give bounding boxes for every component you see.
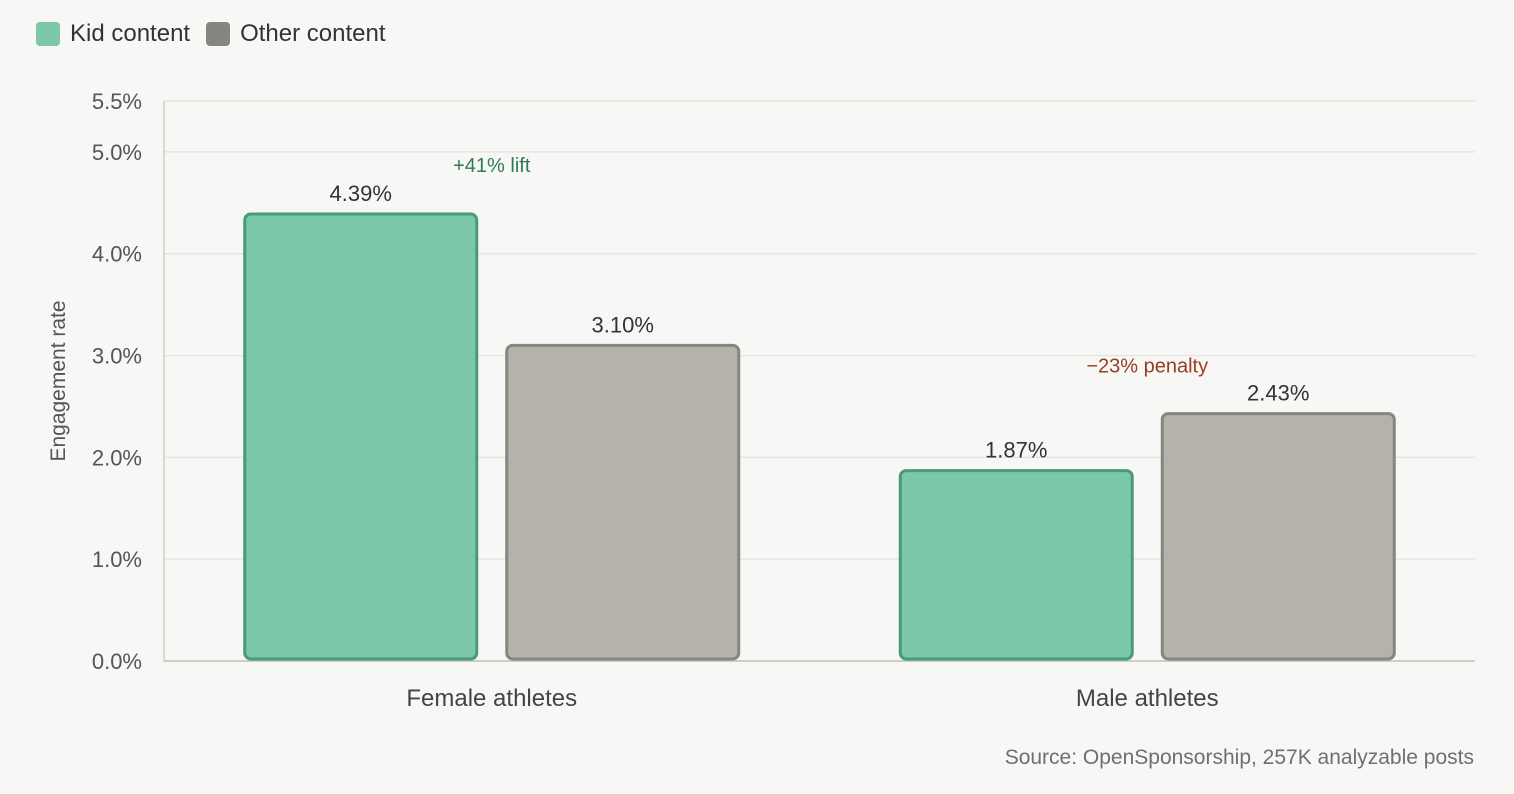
bar-kid-content (243, 212, 479, 661)
source-note: Source: OpenSponsorship, 257K analyzable… (1004, 746, 1474, 769)
y-tick-label: 5.5% (92, 89, 142, 114)
legend-label-kid-content: Kid content (70, 20, 191, 47)
y-tick-label: 3.0% (92, 344, 142, 369)
bar-other-content (505, 343, 741, 661)
legend-swatch-other-content (206, 22, 231, 46)
x-tick-label: Male athletes (1076, 685, 1219, 712)
data-label: 3.10% (592, 312, 654, 337)
legend-swatch-kid-content (36, 22, 60, 46)
legend-label-other-content: Other content (240, 20, 386, 47)
legend-item-other-content[interactable]: Other content (206, 20, 386, 48)
bar-other-content (1160, 412, 1396, 661)
data-label: 2.43% (1247, 381, 1309, 406)
y-axis-title: Engagement rate (47, 300, 70, 461)
y-tick-label: 5.0% (92, 140, 142, 165)
chart-legend: Kid content Other content (36, 20, 386, 48)
annotation-label: +41% lift (453, 155, 531, 177)
y-tick-label: 4.0% (92, 242, 142, 267)
annotation-label: −23% penalty (1086, 356, 1208, 378)
y-tick-label: 2.0% (92, 445, 142, 470)
data-label: 4.39% (330, 181, 392, 206)
data-label: 1.87% (985, 438, 1047, 463)
y-tick-label: 1.0% (92, 547, 142, 572)
legend-item-kid-content[interactable]: Kid content (36, 20, 190, 48)
x-tick-label: Female athletes (406, 685, 577, 712)
bar-kid-content (898, 469, 1134, 661)
y-tick-label: 0.0% (92, 649, 142, 674)
